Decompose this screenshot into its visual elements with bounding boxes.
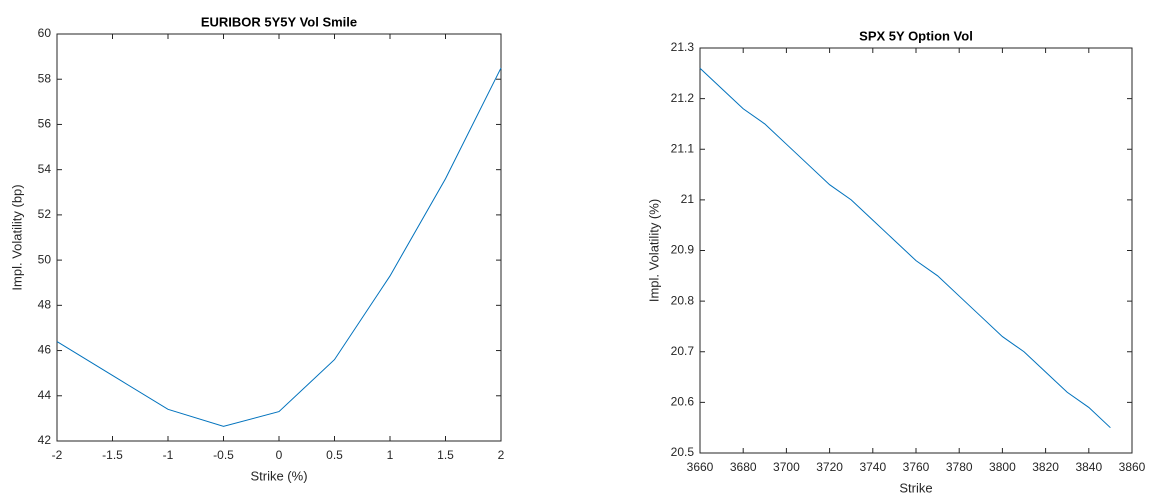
x-tick-label: 3680 bbox=[730, 460, 757, 474]
x-tick-label: -0.5 bbox=[213, 448, 234, 462]
x-tick-label: -1.5 bbox=[102, 448, 123, 462]
chart-title: EURIBOR 5Y5Y Vol Smile bbox=[201, 14, 357, 29]
y-tick-label: 20.7 bbox=[671, 344, 695, 358]
y-tick-label: 46 bbox=[38, 343, 52, 357]
line-series bbox=[56, 67, 502, 427]
x-tick-label: 3740 bbox=[859, 460, 886, 474]
x-tick-label: 2 bbox=[498, 448, 505, 462]
y-tick-label: 21 bbox=[681, 192, 695, 206]
y-tick-label: 52 bbox=[38, 207, 52, 221]
y-tick-label: 20.9 bbox=[671, 243, 695, 257]
x-tick-label: 1.5 bbox=[437, 448, 454, 462]
y-tick-label: 20.5 bbox=[671, 445, 695, 459]
y-tick-label: 20.8 bbox=[671, 293, 695, 307]
x-tick-label: 3840 bbox=[1075, 460, 1102, 474]
y-axis-label: Impl. Volatility (%) bbox=[646, 199, 661, 302]
chart-title: SPX 5Y Option Vol bbox=[859, 28, 973, 43]
y-tick-label: 20.6 bbox=[671, 395, 695, 409]
x-tick-label: -2 bbox=[52, 448, 63, 462]
y-tick-label: 48 bbox=[38, 298, 52, 312]
y-tick-label: 56 bbox=[38, 117, 52, 131]
line-series bbox=[699, 67, 1111, 429]
x-tick-label: 3780 bbox=[946, 460, 973, 474]
x-tick-label: 0.5 bbox=[326, 448, 343, 462]
x-axis-label: Strike bbox=[899, 480, 932, 495]
x-axis-label: Strike (%) bbox=[250, 468, 307, 483]
x-tick-label: 3720 bbox=[816, 460, 843, 474]
y-tick-label: 50 bbox=[38, 252, 52, 266]
x-tick-label: 3660 bbox=[687, 460, 714, 474]
x-tick-label: 0 bbox=[276, 448, 283, 462]
y-tick-label: 58 bbox=[38, 71, 52, 85]
x-tick-label: 3800 bbox=[989, 460, 1016, 474]
x-tick-label: 3700 bbox=[773, 460, 800, 474]
x-tick-label: 3760 bbox=[903, 460, 930, 474]
x-tick-label: -1 bbox=[163, 448, 174, 462]
plot-area bbox=[56, 33, 502, 442]
y-tick-label: 60 bbox=[38, 26, 52, 40]
y-tick-label: 21.2 bbox=[671, 91, 695, 105]
y-tick-label: 42 bbox=[38, 433, 52, 447]
y-tick-label: 21.1 bbox=[671, 141, 695, 155]
y-tick-label: 54 bbox=[38, 162, 52, 176]
x-tick-label: 3820 bbox=[1032, 460, 1059, 474]
x-tick-label: 3860 bbox=[1119, 460, 1146, 474]
y-tick-label: 44 bbox=[38, 388, 52, 402]
y-tick-label: 21.3 bbox=[671, 40, 695, 54]
y-axis-label: Impl. Volatility (bp) bbox=[9, 184, 24, 290]
x-tick-label: 1 bbox=[387, 448, 394, 462]
